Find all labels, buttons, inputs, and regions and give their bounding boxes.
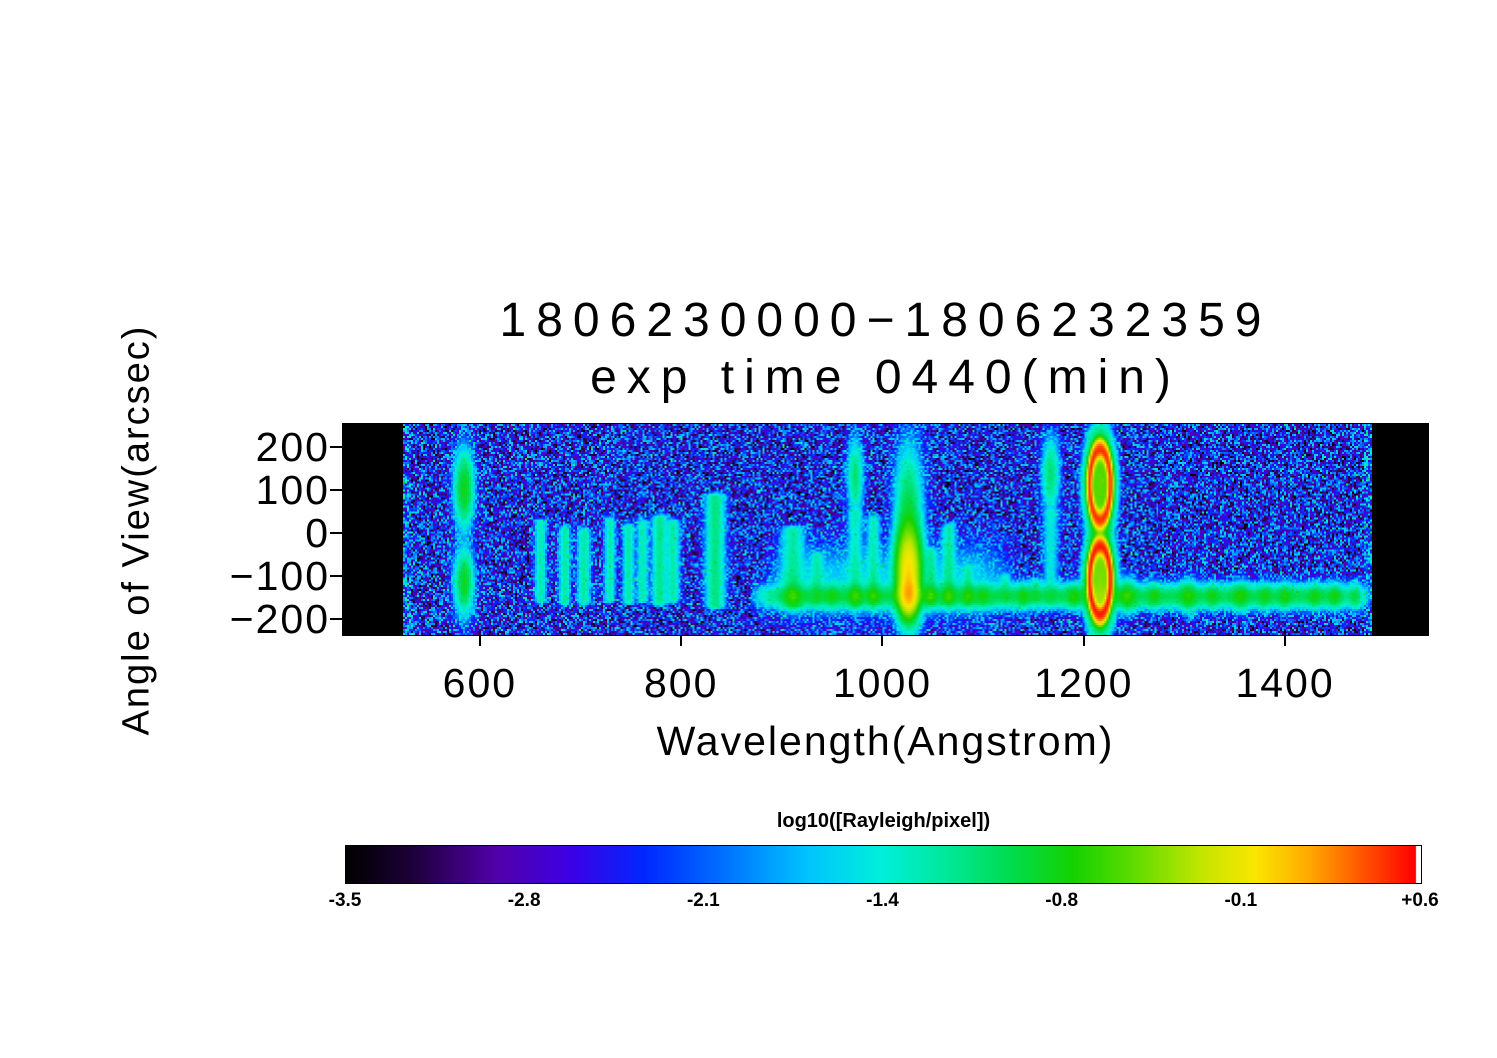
y-tick-mark (330, 575, 343, 577)
heatmap-canvas (343, 424, 1428, 635)
x-tick-label: 800 (644, 660, 718, 707)
colorbar (345, 845, 1422, 884)
x-tick-mark (680, 636, 682, 646)
x-tick-mark (1284, 636, 1286, 646)
heatmap-plot-area (342, 423, 1429, 636)
x-tick-mark (1083, 636, 1085, 646)
colorbar-canvas (346, 846, 1421, 883)
y-tick-label: 200 (110, 424, 330, 470)
colorbar-tick-label: -2.1 (687, 890, 720, 912)
y-tick-label: −100 (110, 553, 330, 599)
y-tick-mark (330, 489, 343, 491)
y-tick-label: 0 (110, 510, 330, 556)
colorbar-tick-label: -1.4 (866, 890, 899, 912)
y-tick-mark (330, 618, 343, 620)
x-tick-label: 1400 (1235, 660, 1334, 707)
x-tick-mark (479, 636, 481, 646)
plot-title: 1806230000−1806232359 exp time 0440(min) (343, 292, 1428, 406)
y-tick-label: 100 (110, 467, 330, 513)
colorbar-tick-label: -3.5 (329, 890, 362, 912)
y-tick-label: −200 (110, 596, 330, 642)
y-tick-mark (330, 446, 343, 448)
title-line2: exp time 0440(min) (343, 349, 1428, 406)
colorbar-tick-label: -2.8 (508, 890, 541, 912)
colorbar-label: log10([Rayleigh/pixel]) (346, 810, 1421, 833)
x-axis-label: Wavelength(Angstrom) (343, 718, 1428, 765)
figure-page: 1806230000−1806232359 exp time 0440(min)… (0, 0, 1497, 1058)
x-tick-label: 600 (443, 660, 517, 707)
colorbar-tick-label: +0.6 (1401, 890, 1439, 912)
colorbar-tick-label: -0.8 (1045, 890, 1078, 912)
title-line1: 1806230000−1806232359 (343, 292, 1428, 349)
x-tick-label: 1200 (1034, 660, 1133, 707)
y-tick-mark (330, 532, 343, 534)
colorbar-tick-label: -0.1 (1224, 890, 1257, 912)
x-tick-mark (881, 636, 883, 646)
x-tick-label: 1000 (833, 660, 932, 707)
